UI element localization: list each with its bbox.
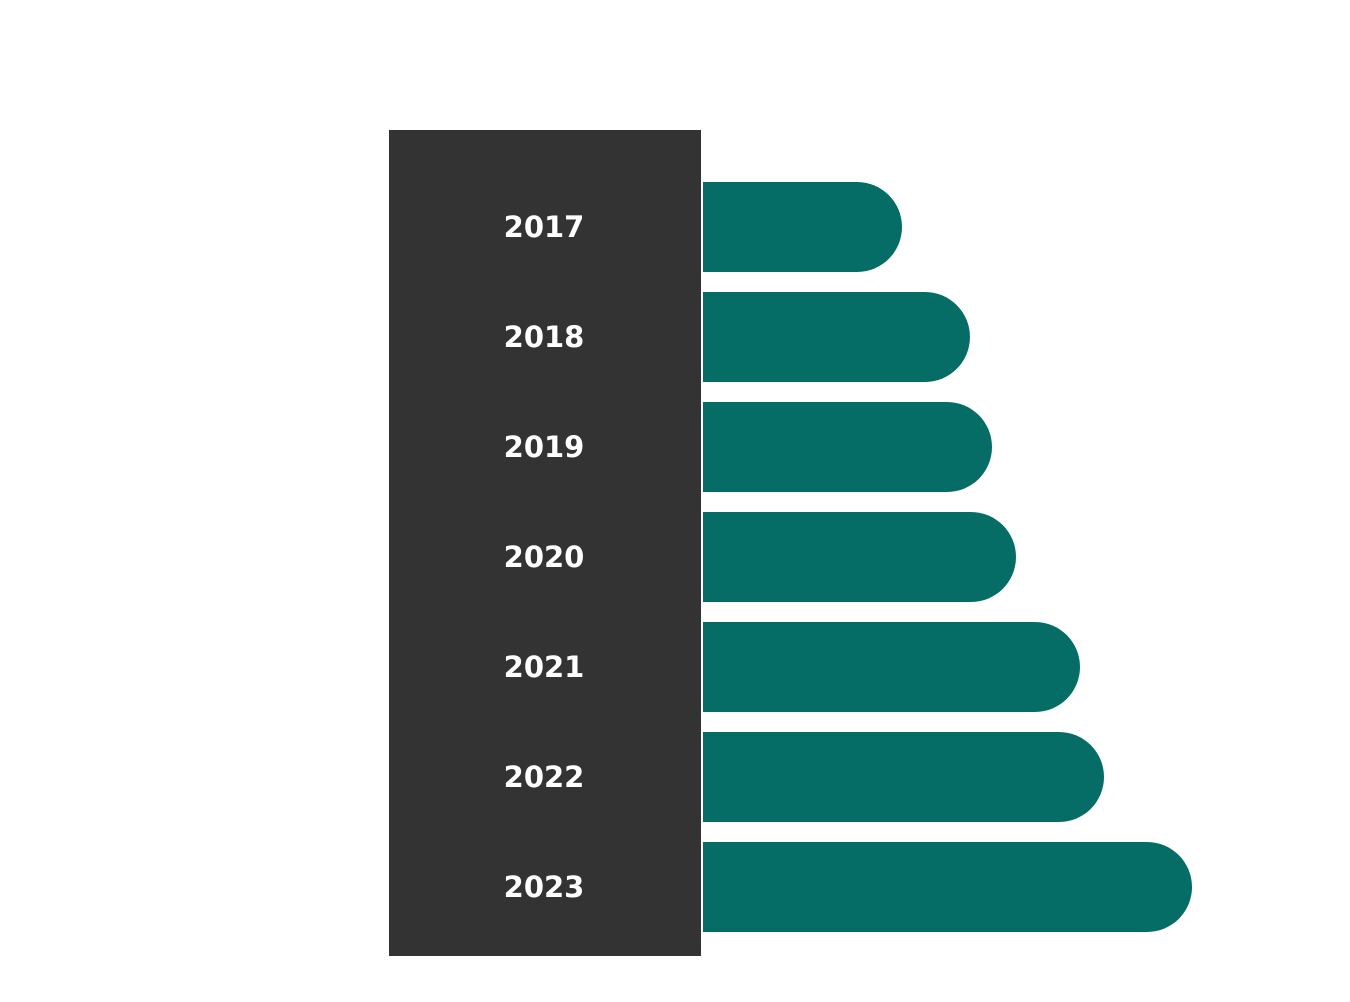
bar (703, 732, 1104, 822)
category-label: 2017 (504, 210, 585, 244)
bar (703, 842, 1192, 932)
category-label: 2021 (504, 650, 585, 684)
bar (703, 292, 970, 382)
category-label: 2018 (504, 320, 585, 354)
category-label: 2022 (504, 760, 585, 794)
category-label: 2020 (504, 540, 585, 574)
bar (703, 512, 1016, 602)
category-label: 2019 (504, 430, 585, 464)
bar (703, 402, 992, 492)
label-panel (389, 130, 701, 956)
bar (703, 622, 1080, 712)
category-label: 2023 (504, 870, 585, 904)
bar (703, 182, 902, 272)
